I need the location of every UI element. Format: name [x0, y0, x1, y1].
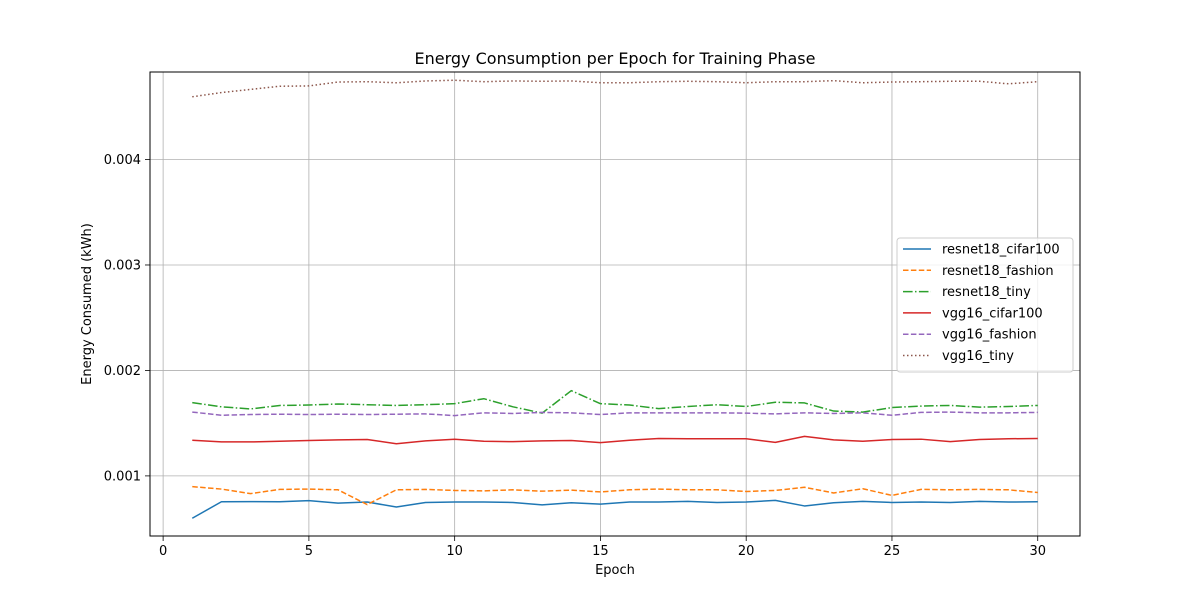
y-tick-label: 0.002 [104, 364, 141, 379]
y-tick-label: 0.003 [104, 258, 141, 273]
y-tick-label: 0.004 [104, 153, 141, 168]
chart-title: Energy Consumption per Epoch for Trainin… [415, 49, 816, 68]
plot-frame [149, 71, 1081, 537]
legend: resnet18_cifar100 resnet18_fashion resnet1… [896, 237, 1074, 373]
x-tick-label: 30 [1029, 544, 1046, 559]
series-line-vgg16-cifar100 [192, 435, 1038, 445]
series-line-resnet18-tiny [192, 389, 1038, 414]
series-line-vgg16-fashion [192, 411, 1038, 417]
series-line-resnet18-fashion [192, 485, 1038, 506]
x-tick-label: 10 [446, 544, 463, 559]
legend-box [896, 237, 1074, 373]
series-line-resnet18-cifar100 [191, 499, 1038, 519]
x-tick-label: 20 [738, 544, 755, 559]
x-tick-label: 15 [592, 544, 609, 559]
y-tick-label: 0.001 [104, 469, 141, 484]
legend-label: vgg16_fashion [942, 328, 1037, 343]
axis-ticks: 0 5 10 15 20 25 30 0.001 0.002 0.003 0.004 [104, 153, 1046, 559]
legend-label: resnet18_cifar100 [942, 243, 1060, 258]
x-tick-label: 0 [159, 544, 167, 559]
legend-label: vgg16_tiny [942, 349, 1014, 364]
x-tick-label: 25 [884, 544, 901, 559]
legend-label: resnet18_tiny [942, 285, 1031, 300]
y-axis-title: Energy Consumed (kWh) [80, 223, 95, 385]
x-axis-title: Epoch [595, 563, 635, 578]
series-lines [191, 79, 1038, 519]
legend-label: resnet18_fashion [942, 264, 1054, 279]
x-tick-label: 5 [305, 544, 313, 559]
legend-label: vgg16_cifar100 [942, 306, 1043, 321]
